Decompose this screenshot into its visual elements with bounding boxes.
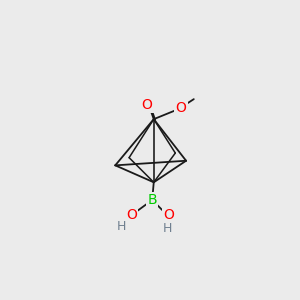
Text: O: O <box>163 208 174 222</box>
Text: H: H <box>163 222 172 235</box>
Text: H: H <box>117 220 126 233</box>
Text: B: B <box>147 193 157 207</box>
Text: O: O <box>141 98 152 112</box>
Text: O: O <box>175 101 186 116</box>
Text: O: O <box>126 208 137 222</box>
